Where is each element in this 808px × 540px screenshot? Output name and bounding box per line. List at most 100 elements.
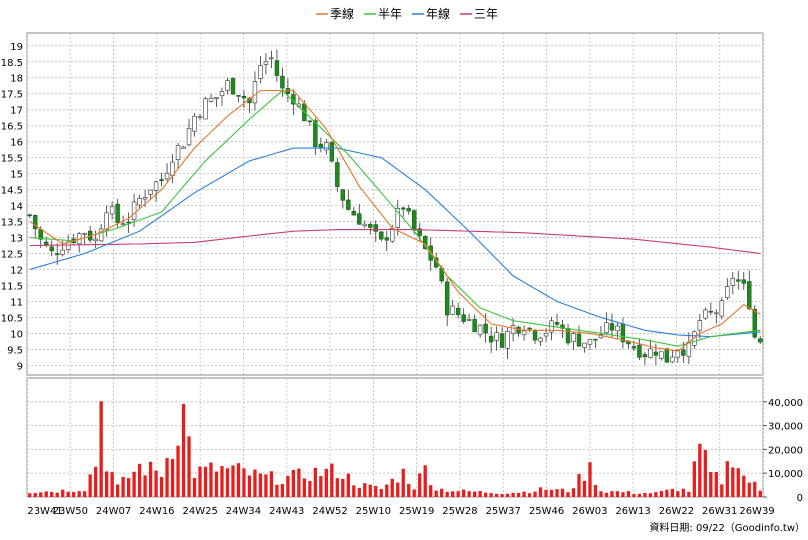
- volume-bar: [154, 470, 158, 497]
- volume-bar: [692, 461, 696, 497]
- volume-bar: [615, 491, 620, 497]
- candle-body: [648, 348, 653, 358]
- candle-body: [153, 181, 159, 191]
- volume-bar: [648, 493, 653, 497]
- volume-bar: [357, 488, 361, 497]
- candle-body: [258, 65, 263, 79]
- candle-body: [472, 319, 477, 333]
- volume-bar: [610, 491, 614, 497]
- candle-body: [230, 77, 236, 95]
- volume-bar: [335, 478, 339, 497]
- footer-source-text: 資料日期: 09/22（Goodinfo.tw）: [649, 521, 805, 534]
- price-tick-label: 11: [10, 297, 23, 308]
- ma-halfyear-line: [29, 89, 761, 347]
- candle-body: [417, 228, 422, 236]
- volume-bar: [681, 488, 686, 497]
- candle-body: [33, 214, 38, 230]
- price-tick-label: 16.5: [1, 122, 23, 133]
- candle-body: [351, 210, 357, 216]
- candle-body: [675, 349, 681, 358]
- volume-bar: [104, 471, 109, 497]
- legend-label-0: 季線: [330, 6, 354, 21]
- volume-bar: [291, 469, 296, 497]
- candle-body: [357, 213, 362, 225]
- volume-bar: [511, 492, 515, 497]
- volume-bar: [440, 488, 444, 497]
- price-tick-label: 14: [10, 202, 23, 213]
- candle-body: [444, 281, 450, 316]
- candle-body: [499, 333, 505, 348]
- candle-body: [708, 310, 714, 313]
- volume-bar: [209, 462, 213, 497]
- price-tick-label: 13: [10, 234, 23, 245]
- candle-body: [609, 323, 615, 331]
- volume-bar: [181, 403, 186, 497]
- candle-body: [373, 224, 378, 232]
- candle-body: [307, 120, 313, 123]
- ma-year-line: [29, 147, 761, 338]
- candle-body: [752, 308, 757, 338]
- volume-bar: [434, 490, 438, 497]
- volume-bar: [456, 491, 460, 497]
- candle-body: [225, 80, 230, 91]
- volume-bar: [571, 488, 576, 497]
- volume-bar: [522, 491, 526, 497]
- volume-bar: [659, 491, 664, 497]
- candle-body: [642, 354, 648, 358]
- volume-bar: [143, 475, 147, 497]
- volume-bar: [544, 489, 548, 497]
- candle-body: [159, 179, 164, 182]
- volume-plot-area: [26, 377, 764, 498]
- candle-body: [659, 351, 664, 359]
- candle-body: [98, 228, 104, 242]
- volume-bar: [742, 475, 746, 497]
- legend-label-2: 年線: [426, 6, 450, 21]
- volume-bar: [77, 491, 81, 497]
- volume-bar: [555, 489, 559, 497]
- candle-body: [604, 322, 609, 333]
- candle-body: [335, 162, 340, 187]
- candle-body: [49, 246, 54, 252]
- volume-bar: [670, 488, 675, 497]
- x-tick-label: 24W07: [96, 506, 131, 517]
- candle-body: [142, 197, 148, 200]
- candle-body: [197, 116, 203, 118]
- volume-bar: [148, 461, 153, 497]
- volume-bar: [83, 491, 87, 497]
- candle-body: [27, 214, 32, 217]
- candle-body: [340, 189, 346, 201]
- volume-bar: [423, 465, 427, 497]
- volume-bar: [566, 492, 570, 497]
- candle-body: [285, 88, 291, 94]
- candle-body: [406, 208, 411, 212]
- x-tick-label: 26W13: [615, 506, 650, 517]
- x-tick-label: 26W22: [659, 506, 694, 517]
- x-tick-label: 26W39: [739, 506, 774, 517]
- volume-bar: [538, 487, 543, 497]
- candle-body: [461, 314, 466, 322]
- volume-bar: [220, 466, 224, 497]
- volume-bar: [341, 478, 345, 497]
- candle-body: [697, 320, 703, 331]
- volume-bar: [604, 492, 609, 497]
- volume-bar: [275, 484, 279, 497]
- volume-bar: [637, 493, 642, 497]
- volume-bar: [269, 471, 274, 497]
- volume-bar: [225, 468, 230, 497]
- price-tick-label: 10.5: [1, 313, 23, 324]
- x-tick-label: 25W10: [356, 506, 391, 517]
- volume-bar: [527, 493, 532, 497]
- volume-bar: [758, 490, 762, 497]
- candle-body: [137, 198, 142, 206]
- volume-bar: [280, 483, 285, 497]
- volume-bar: [203, 466, 208, 497]
- volume-panel: 40,000 30,000 20,000 10,000 0: [26, 377, 803, 504]
- candle-body: [483, 323, 488, 334]
- volume-bar: [99, 401, 103, 497]
- chart-legend: 季線 半年 年線 三年: [316, 6, 498, 21]
- x-tick-label: 24W25: [183, 506, 218, 517]
- volume-bar: [198, 466, 202, 497]
- price-tick-label: 14.5: [1, 186, 23, 197]
- candle-body: [593, 338, 598, 341]
